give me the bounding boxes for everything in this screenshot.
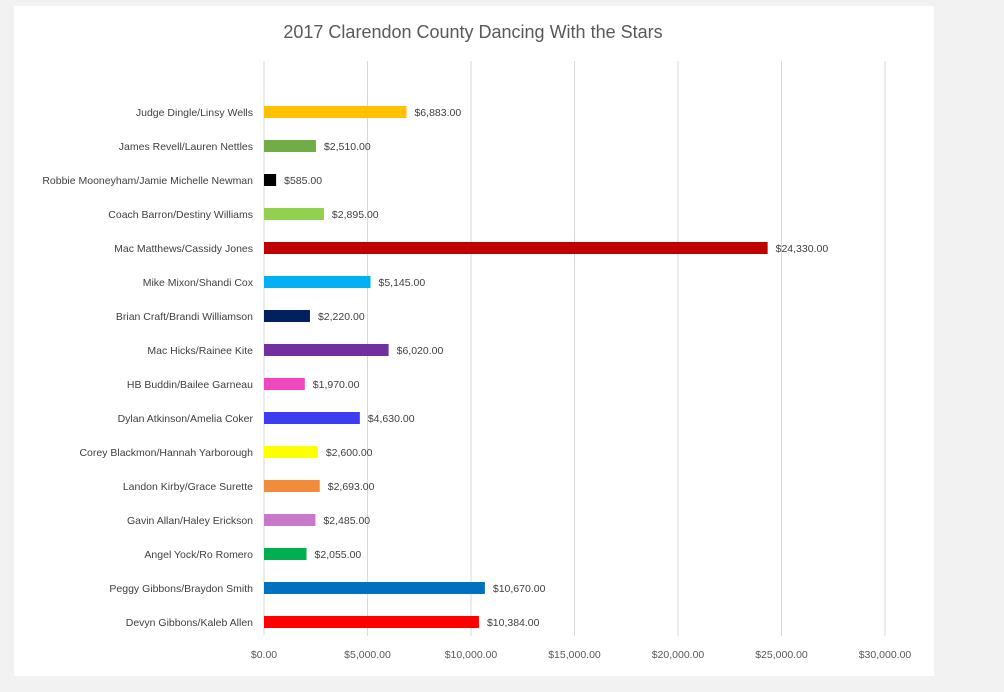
bar [264, 514, 316, 526]
category-label: Gavin Allan/Haley Erickson [127, 515, 253, 527]
data-label: $2,220.00 [318, 311, 365, 323]
bar [264, 582, 485, 594]
category-label: Dylan Atkinson/Amelia Coker [118, 413, 254, 425]
x-tick-label: $0.00 [251, 649, 277, 661]
x-axis-tick-labels: $0.00 $5,000.00 $10,000.00 $15,000.00 $20,00… [251, 649, 912, 661]
x-tick-label: $10,000.00 [445, 649, 498, 661]
category-label: Peggy Gibbons/Braydon Smith [109, 583, 253, 595]
category-label: Landon Kirby/Grace Surette [123, 481, 253, 493]
x-tick-label: $25,000.00 [755, 649, 808, 661]
category-label: Mac Hicks/Rainee Kite [147, 345, 253, 357]
bar [264, 208, 324, 220]
bar [264, 548, 307, 560]
category-label: James Revell/Lauren Nettles [119, 141, 253, 153]
data-labels: $6,883.00 $2,510.00 $585.00 $2,895.00 $24,33… [284, 107, 828, 629]
bar [264, 616, 479, 628]
bar [264, 140, 316, 152]
x-tick-label: $30,000.00 [859, 649, 912, 661]
category-label: Angel Yock/Ro Romero [144, 549, 253, 561]
bars [264, 106, 768, 628]
bar [264, 344, 389, 356]
data-label: $2,895.00 [332, 209, 379, 221]
category-label: Coach Barron/Destiny Williams [108, 209, 253, 221]
category-label: Brian Craft/Brandi Williamson [116, 311, 253, 323]
category-labels: Judge Dingle/Linsy Wells James Revell/Lau… [42, 107, 253, 629]
category-label: Judge Dingle/Linsy Wells [136, 107, 253, 119]
data-label: $2,055.00 [315, 549, 362, 561]
category-label: Mac Matthews/Cassidy Jones [114, 243, 253, 255]
x-tick-label: $5,000.00 [344, 649, 391, 661]
gridlines [263, 61, 886, 636]
data-label: $6,020.00 [397, 345, 444, 357]
x-tick-label: $15,000.00 [548, 649, 601, 661]
data-label: $24,330.00 [776, 243, 829, 255]
category-label: Corey Blackmon/Hannah Yarborough [79, 447, 253, 459]
data-label: $2,510.00 [324, 141, 371, 153]
chart-title: 2017 Clarendon County Dancing With the S… [283, 22, 662, 42]
data-label: $5,145.00 [379, 277, 426, 289]
data-label: $10,670.00 [493, 583, 546, 595]
category-label: Devyn Gibbons/Kaleb Allen [126, 617, 253, 629]
data-label: $2,600.00 [326, 447, 373, 459]
bar [264, 480, 320, 492]
bar [264, 412, 360, 424]
bar [264, 378, 305, 390]
x-tick-label: $20,000.00 [652, 649, 705, 661]
bar [264, 106, 407, 118]
data-label: $4,630.00 [368, 413, 415, 425]
data-label: $2,693.00 [328, 481, 375, 493]
bar-chart: 2017 Clarendon County Dancing With the S… [42, 22, 912, 661]
data-label: $585.00 [284, 175, 322, 187]
data-label: $1,970.00 [313, 379, 360, 391]
category-label: HB Buddin/Bailee Garneau [127, 379, 253, 391]
bar [264, 310, 310, 322]
bar [264, 242, 768, 254]
data-label: $6,883.00 [414, 107, 461, 119]
bar [264, 276, 371, 288]
category-label: Mike Mixon/Shandi Cox [143, 277, 254, 289]
chart-area: 2017 Clarendon County Dancing With the S… [14, 6, 934, 676]
data-label: $10,384.00 [487, 617, 540, 629]
data-label: $2,485.00 [323, 515, 370, 527]
category-label: Robbie Mooneyham/Jamie Michelle Newman [42, 175, 253, 187]
bar [264, 446, 318, 458]
bar [264, 174, 277, 186]
